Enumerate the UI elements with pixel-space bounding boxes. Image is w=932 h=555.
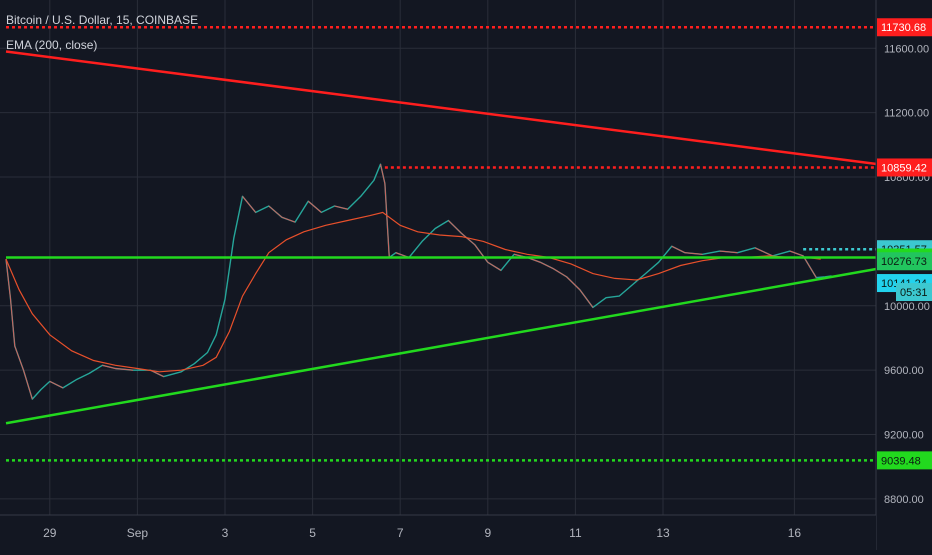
price-tick-label: 10000.00 (884, 301, 930, 313)
price-down-segment (719, 250, 738, 254)
level-9039-tag-label: 9039.48 (881, 455, 921, 467)
price-down-segment (384, 183, 390, 258)
price-down-segment (579, 289, 594, 308)
price-down-segment (553, 268, 567, 278)
price-down-segment (9, 297, 16, 347)
price-down-segment (281, 216, 296, 223)
price-down-segment (379, 164, 386, 184)
resistance-trendline (5, 50, 878, 166)
time-tick-label: 3 (222, 526, 229, 540)
countdown-tag (896, 283, 932, 302)
price-down-segment (684, 252, 703, 255)
price-down-segment (754, 247, 773, 257)
price-tick-label: 8800.00 (884, 494, 924, 506)
price-down-segment (540, 261, 554, 270)
res-top-tag (877, 18, 932, 37)
price-down-segment (487, 261, 502, 271)
price-down-segment (307, 200, 322, 213)
price-tick-label: 9600.00 (884, 365, 924, 377)
time-tick-label: Sep (127, 526, 149, 540)
price-down-segment (789, 250, 804, 257)
ema-legend[interactable]: EMA (200, close) (6, 38, 98, 52)
price-down-segment (242, 195, 257, 213)
price-down-segment (102, 364, 116, 370)
price-down-segment (115, 367, 134, 371)
level-9039-tag (877, 451, 932, 470)
time-tick-label: 29 (43, 526, 57, 540)
price-down-segment (14, 345, 25, 371)
time-tick-label: 11 (569, 526, 582, 540)
time-tick-label: 16 (788, 526, 802, 540)
time-tick-label: 5 (309, 526, 316, 540)
price-down-segment (268, 205, 283, 218)
price-down-segment (22, 369, 33, 400)
price-down-segment (5, 259, 11, 298)
price-down-segment (49, 380, 64, 389)
time-tick-label: 13 (656, 526, 670, 540)
res-top-tag-label: 11730.68 (881, 22, 926, 34)
price-down-segment (802, 255, 817, 278)
price-down-segment (566, 276, 581, 291)
price-down-segment (334, 205, 348, 210)
res-mid-tag-label: 10859.42 (881, 162, 927, 174)
price-tag-0-tag (877, 252, 932, 271)
time-tick-label: 7 (397, 526, 404, 540)
price-down-segment (461, 232, 476, 246)
price-down-segment (447, 220, 462, 234)
price-down-segment (671, 245, 686, 254)
price-tick-label: 11600.00 (884, 43, 929, 55)
price-tick-label: 11200.00 (884, 108, 929, 120)
time-axis (0, 515, 876, 550)
symbol-legend[interactable]: Bitcoin / U.S. Dollar, 15, COINBASE (6, 13, 199, 27)
price-tick-label: 9200.00 (884, 430, 924, 442)
countdown-label: 05:31 (900, 287, 928, 299)
res-mid-tag (877, 158, 932, 177)
ema-line (5, 211, 821, 373)
time-tick-label: 9 (484, 526, 491, 540)
price-down-segment (474, 244, 489, 263)
price-tag-0-tag-label: 10276.73 (881, 256, 927, 268)
support-trendline (5, 267, 878, 425)
